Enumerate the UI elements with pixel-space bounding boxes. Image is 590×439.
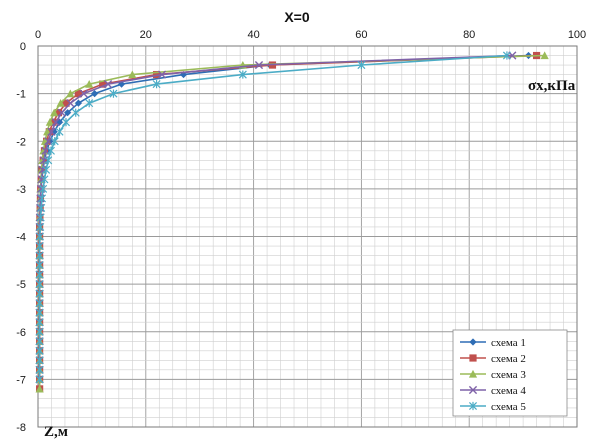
data-point	[79, 89, 88, 98]
data-point	[57, 108, 66, 117]
x-tick-label: 60	[355, 29, 367, 41]
data-point	[99, 80, 107, 88]
data-point	[35, 289, 44, 298]
data-point	[35, 356, 44, 365]
y-axis-label: Z,м	[44, 424, 68, 439]
legend-marker	[468, 401, 478, 411]
data-point	[55, 127, 64, 136]
data-point	[40, 175, 49, 184]
data-point	[74, 99, 83, 107]
data-point	[502, 51, 511, 60]
x-tick-label: 20	[140, 29, 152, 41]
data-point	[35, 251, 44, 260]
data-point	[35, 232, 44, 241]
x-tick-labels: 0 20 40 60 80 100	[35, 29, 586, 41]
data-point	[37, 203, 46, 213]
data-point	[50, 137, 59, 146]
data-point	[50, 108, 59, 117]
legend-label: схема 5	[491, 401, 526, 413]
data-point	[35, 337, 44, 346]
y-tick-label: -4	[16, 232, 26, 244]
data-point	[62, 99, 70, 107]
legend-label: схема 3	[491, 369, 526, 381]
data-point	[66, 89, 75, 98]
data-point	[44, 156, 53, 165]
data-point	[157, 70, 167, 79]
series-layer	[35, 51, 549, 393]
data-point	[62, 118, 71, 127]
data-point	[39, 184, 48, 193]
x-tick-label: 80	[463, 29, 475, 41]
data-point	[238, 70, 247, 79]
series-5	[35, 51, 511, 384]
y-tick-label: -7	[16, 374, 26, 386]
y-tick-label: -2	[16, 136, 26, 148]
data-point	[103, 80, 113, 89]
y-tick-label: -3	[16, 184, 26, 196]
data-point	[36, 203, 45, 213]
x-tick-label: 100	[568, 29, 586, 41]
y-tick-label: -5	[16, 279, 26, 291]
data-point	[35, 318, 44, 327]
legend-label: схема 4	[491, 385, 526, 397]
legend: схема 1 схема 2 схема 3 схема 4 схема 5	[452, 329, 568, 417]
data-point	[152, 80, 161, 89]
data-point	[66, 99, 75, 108]
data-point	[74, 90, 83, 98]
legend-label: схема 2	[491, 353, 526, 365]
data-point	[71, 108, 80, 117]
data-point	[54, 109, 63, 117]
y-tick-label: -6	[16, 327, 26, 339]
data-point	[254, 60, 264, 70]
data-point	[47, 127, 56, 136]
data-point	[64, 109, 72, 117]
data-point	[540, 51, 549, 60]
data-point	[35, 280, 44, 289]
data-point	[35, 308, 44, 317]
chart-title: X=0	[284, 9, 310, 25]
data-point	[35, 346, 44, 355]
data-point	[85, 99, 94, 108]
data-point	[35, 375, 44, 384]
legend-label: схема 1	[491, 337, 526, 349]
data-point	[35, 327, 44, 336]
y-tick-label: 0	[20, 41, 26, 53]
legend-marker	[468, 385, 478, 395]
data-point	[45, 118, 54, 126]
x-tick-label: 0	[35, 29, 41, 41]
data-point	[35, 241, 44, 251]
y-tick-label: -8	[16, 422, 26, 434]
y-tick-labels: 0 -1 -2 -3 -4 -5 -6 -7 -8	[16, 41, 26, 434]
data-point	[35, 384, 44, 393]
data-point	[85, 80, 94, 88]
legend-marker	[469, 354, 477, 362]
x-tick-label: 40	[247, 29, 259, 41]
data-point	[51, 118, 60, 127]
data-point	[152, 70, 161, 79]
data-point	[35, 365, 44, 374]
data-point	[36, 222, 45, 232]
legend-marker	[468, 369, 478, 378]
data-point	[35, 260, 44, 270]
data-point	[35, 270, 44, 279]
legend-marker	[469, 338, 477, 346]
x-axis-label: σx,кПа	[528, 78, 576, 94]
data-point	[49, 118, 57, 126]
data-point	[56, 99, 65, 107]
data-point	[35, 299, 44, 308]
data-point	[44, 137, 53, 146]
data-point	[90, 90, 99, 98]
data-point	[357, 60, 366, 70]
data-point	[128, 70, 137, 79]
y-tick-label: -1	[16, 89, 26, 101]
data-point	[38, 194, 47, 203]
data-point	[36, 213, 45, 222]
data-point	[46, 146, 55, 155]
data-point	[109, 89, 118, 98]
data-point	[42, 165, 51, 174]
